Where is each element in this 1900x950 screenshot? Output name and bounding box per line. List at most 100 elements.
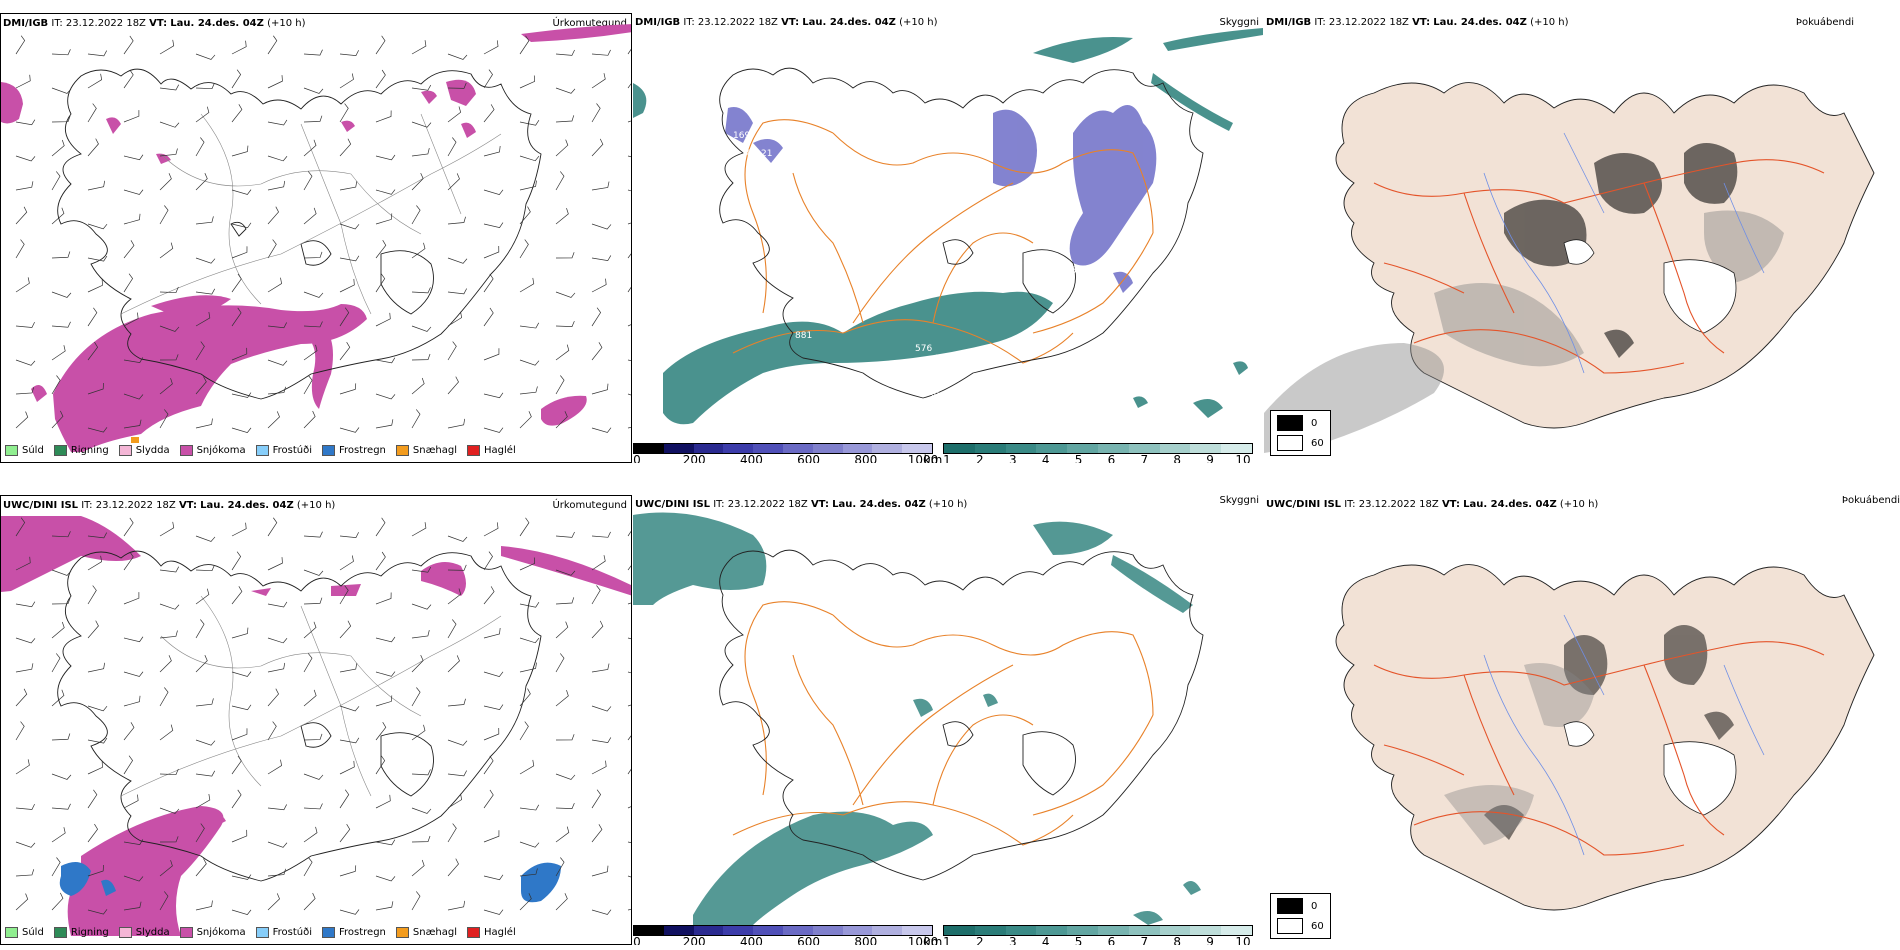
legend-swatch bbox=[395, 927, 409, 938]
wind-barb bbox=[483, 222, 504, 228]
colorbar-tick: 0 bbox=[633, 453, 641, 463]
wind-barb bbox=[627, 189, 631, 192]
fog-legend-label: 0 bbox=[1311, 417, 1318, 429]
wind-barb bbox=[339, 73, 354, 89]
wind-barb bbox=[123, 755, 134, 775]
vis-km-colorbar: km 1 2 3 4 5 6 7 8 9 10 bbox=[924, 443, 1263, 463]
wind-barb bbox=[15, 206, 28, 225]
wind-barb bbox=[267, 411, 280, 429]
wind-barb bbox=[627, 222, 631, 225]
legend-swatch bbox=[5, 927, 18, 938]
legend-swatch bbox=[5, 445, 18, 456]
wind-barb bbox=[15, 759, 30, 775]
wind-barb bbox=[123, 393, 144, 400]
wind-barb bbox=[87, 789, 98, 809]
visibility-value: 83 bbox=[1063, 126, 1074, 136]
wind-barb bbox=[195, 341, 205, 361]
wind-barb bbox=[483, 348, 500, 361]
wind-barb bbox=[519, 759, 535, 775]
wind-barb bbox=[411, 409, 421, 429]
wind-barb bbox=[339, 620, 352, 639]
colorbar-tick: 8 bbox=[1173, 453, 1182, 463]
wind-barb bbox=[411, 242, 426, 259]
wind-barb bbox=[159, 205, 169, 225]
wind-barb bbox=[339, 383, 357, 395]
visibility-panel-dmi: DMI/IGB IT: 23.12.2022 18Z VT: Lau. 24.d… bbox=[633, 13, 1263, 463]
wind-barb bbox=[195, 619, 205, 639]
wind-barb bbox=[231, 829, 248, 843]
wind-barb bbox=[375, 69, 386, 89]
wind-barb bbox=[267, 206, 279, 225]
wind-barb bbox=[231, 40, 247, 55]
wind-barb bbox=[555, 291, 576, 298]
wind-barb bbox=[411, 630, 430, 639]
wind-barb bbox=[51, 291, 72, 298]
wind-barb bbox=[15, 181, 34, 191]
fog-legend-swatch bbox=[1277, 435, 1303, 451]
wind-barb bbox=[627, 704, 631, 707]
wind-barb bbox=[15, 239, 25, 259]
wind-barb bbox=[375, 794, 391, 809]
wind-barb bbox=[15, 869, 35, 877]
wind-barb bbox=[519, 893, 532, 911]
wind-barb bbox=[303, 569, 324, 576]
fog-legend-item: 60 bbox=[1277, 435, 1324, 451]
wind-barb bbox=[87, 427, 108, 433]
legend-item: Frostúði bbox=[255, 927, 312, 938]
wind-barb bbox=[231, 704, 252, 711]
legend-item: Frostregn bbox=[322, 445, 386, 456]
colorbar-tick: 9 bbox=[1206, 453, 1214, 463]
legend-label: Haglél bbox=[484, 445, 516, 456]
wind-barb bbox=[411, 603, 432, 610]
legend-swatch bbox=[255, 927, 269, 938]
wind-barb bbox=[303, 321, 323, 328]
precip-legend: Súld Rigning Slydda Snjókoma Frostúði Frostre… bbox=[5, 445, 526, 456]
wind-barb bbox=[231, 728, 248, 741]
precip-map bbox=[1, 24, 631, 452]
wind-barb bbox=[51, 569, 72, 576]
visibility-map bbox=[633, 512, 1204, 925]
wind-barb bbox=[87, 823, 99, 843]
wind-barb bbox=[447, 900, 466, 911]
wind-barb bbox=[15, 688, 28, 707]
wind-barb bbox=[339, 737, 360, 744]
wind-barb bbox=[339, 865, 357, 877]
legend-item: Slydda bbox=[118, 445, 170, 456]
wind-barb bbox=[15, 601, 36, 608]
roads-rivers bbox=[120, 113, 502, 315]
wind-barb bbox=[159, 173, 172, 191]
wind-barb bbox=[15, 637, 36, 644]
wind-barb bbox=[15, 803, 35, 810]
wind-barb bbox=[303, 733, 323, 741]
vis-km-colorbar: km 1 2 3 4 5 6 7 8 9 10 bbox=[924, 925, 1263, 945]
wind-barb bbox=[519, 557, 535, 571]
wind-barb bbox=[627, 155, 631, 158]
colorbar-cell bbox=[693, 444, 724, 453]
wind-barb bbox=[159, 860, 173, 877]
legend-label: Slydda bbox=[135, 445, 170, 456]
coastline bbox=[57, 68, 542, 400]
colorbar-cell bbox=[1097, 444, 1129, 453]
wind-barb bbox=[267, 841, 288, 848]
wind-barb bbox=[231, 273, 242, 293]
visibility-value: 881 bbox=[795, 331, 812, 341]
wind-barb bbox=[411, 287, 431, 294]
colorbar-tick: 0 bbox=[633, 935, 641, 945]
legend-swatch bbox=[322, 445, 335, 456]
wind-barb bbox=[51, 375, 61, 395]
wind-barb bbox=[411, 205, 421, 225]
wind-barb bbox=[375, 875, 396, 882]
wind-barb bbox=[375, 35, 386, 55]
precip-type-panel-dmi: DMI/IGB IT: 23.12.2022 18Z VT: Lau. 24.d… bbox=[0, 13, 632, 463]
legend-label: Snæhagl bbox=[412, 445, 458, 456]
wind-barb bbox=[483, 69, 493, 89]
fog-panel-uwc: UWC/DINI ISL IT: 23.12.2022 18Z VT: Lau.… bbox=[1264, 495, 1900, 945]
wind-barb bbox=[375, 671, 396, 677]
wind-barb bbox=[87, 382, 104, 395]
wind-barb bbox=[519, 411, 532, 429]
wind-barb bbox=[159, 378, 173, 395]
wind-barb bbox=[159, 724, 174, 741]
wind-barb bbox=[15, 841, 36, 848]
